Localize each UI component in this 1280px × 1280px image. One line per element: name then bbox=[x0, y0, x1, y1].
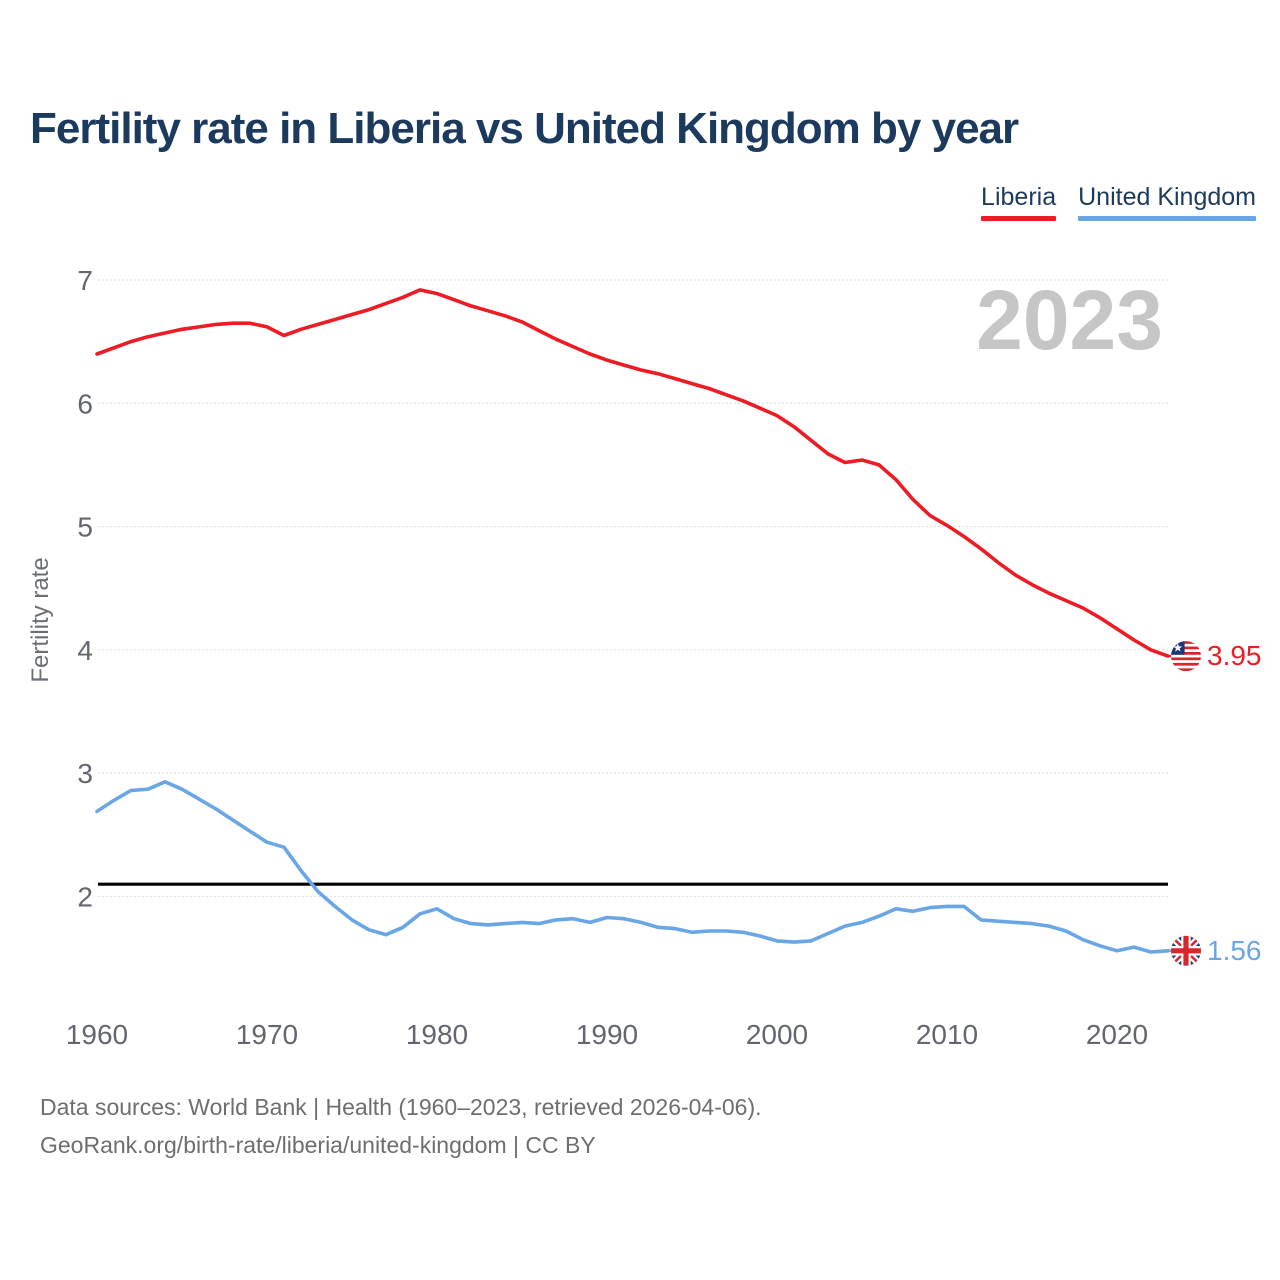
y-tick-label-3: 3 bbox=[77, 758, 93, 789]
data-source-note: Data sources: World Bank | Health (1960–… bbox=[40, 1088, 762, 1164]
x-tick-label-2000: 2000 bbox=[746, 1019, 808, 1050]
y-tick-label-4: 4 bbox=[77, 635, 93, 666]
united-kingdom-end-value-label: 1.56 bbox=[1207, 935, 1262, 966]
y-tick-label-6: 6 bbox=[77, 388, 93, 419]
footer-line-1: Data sources: World Bank | Health (1960–… bbox=[40, 1094, 762, 1120]
x-tick-label-1990: 1990 bbox=[576, 1019, 638, 1050]
y-tick-label-5: 5 bbox=[77, 512, 93, 543]
chart-legend: Liberia United Kingdom bbox=[981, 183, 1256, 221]
y-axis-title: Fertility rate bbox=[27, 557, 54, 682]
page-title: Fertility rate in Liberia vs United King… bbox=[30, 104, 1019, 153]
y-tick-label-2: 2 bbox=[77, 882, 93, 913]
united-kingdom-line[interactable] bbox=[95, 779, 1170, 954]
x-tick-label-1980: 1980 bbox=[406, 1019, 468, 1050]
x-tick-label-1960: 1960 bbox=[66, 1019, 128, 1050]
legend-label-liberia: Liberia bbox=[981, 183, 1057, 211]
legend-color-bar-united-kingdom bbox=[1078, 215, 1256, 221]
legend-color-bar-liberia bbox=[981, 215, 1057, 221]
x-tick-label-1970: 1970 bbox=[236, 1019, 298, 1050]
legend-label-united-kingdom: United Kingdom bbox=[1078, 183, 1256, 211]
legend-item-united-kingdom[interactable]: United Kingdom bbox=[1078, 183, 1256, 221]
liberia-end-value-label: 3.95 bbox=[1207, 640, 1262, 671]
x-tick-label-2010: 2010 bbox=[916, 1019, 978, 1050]
liberia-line[interactable] bbox=[95, 288, 1170, 658]
legend-item-liberia[interactable]: Liberia bbox=[981, 183, 1057, 221]
footer-line-2: GeoRank.org/birth-rate/liberia/united-ki… bbox=[40, 1132, 596, 1158]
y-tick-label-7: 7 bbox=[77, 265, 93, 296]
liberia-flag-icon bbox=[1171, 641, 1201, 672]
x-tick-label-2020: 2020 bbox=[1086, 1019, 1148, 1050]
watermark-year: 2023 bbox=[976, 273, 1163, 367]
united-kingdom-flag-icon bbox=[1171, 935, 1201, 966]
